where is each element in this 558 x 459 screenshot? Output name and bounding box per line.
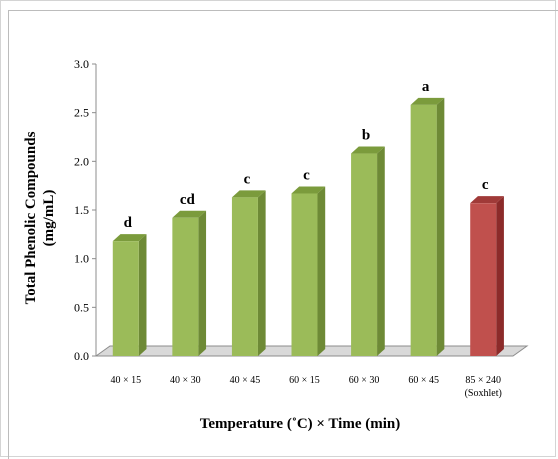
significance-letter: a — [422, 79, 430, 95]
bar-side — [318, 186, 326, 356]
y-tick-label: 2.5 — [74, 106, 89, 120]
bar-side — [496, 196, 504, 356]
y-tick-label: 1.5 — [74, 203, 89, 217]
x-category-label: 60 × 45 — [408, 375, 439, 386]
y-axis-title-line1: Total Phenolic Compounds — [23, 131, 39, 304]
x-category-sublabel: (Soxhlet) — [465, 388, 502, 399]
bar — [411, 98, 445, 356]
bar-side — [437, 98, 445, 356]
x-category-label: 60 × 15 — [289, 375, 320, 386]
x-category-label: 40 × 30 — [170, 375, 201, 386]
y-tick-label: 1.0 — [74, 252, 89, 266]
bar-front — [172, 218, 198, 356]
bar — [232, 190, 266, 356]
bar-front — [292, 193, 318, 356]
x-category-label: 60 × 30 — [349, 375, 380, 386]
bar-side — [258, 190, 266, 356]
y-tick-label: 2.0 — [74, 154, 89, 168]
bar-front — [113, 241, 139, 356]
y-tick-label: 0.5 — [74, 300, 89, 314]
bar-front — [351, 154, 377, 356]
bar-side — [198, 211, 206, 356]
significance-letter: b — [362, 128, 370, 144]
significance-letter: c — [482, 177, 489, 193]
significance-letter: c — [303, 167, 310, 183]
y-tick-label: 0.0 — [74, 349, 89, 363]
y-axis-title-line2: (mg/mL) — [41, 190, 57, 247]
bar-front — [470, 203, 496, 356]
bar-front — [411, 105, 437, 356]
y-tick-label: 3.0 — [74, 57, 89, 71]
significance-letter: c — [244, 171, 251, 187]
bar-side — [139, 234, 147, 356]
bar — [470, 196, 504, 356]
x-category-label: 40 × 15 — [110, 375, 141, 386]
bar-front — [232, 197, 258, 356]
x-category-label: 85 × 240 — [465, 375, 501, 386]
significance-letter: d — [124, 215, 133, 231]
bar-side — [377, 147, 385, 356]
bar — [113, 234, 147, 356]
x-category-label: 40 × 45 — [230, 375, 261, 386]
significance-letter: cd — [180, 192, 196, 208]
bar — [351, 147, 385, 356]
bar — [172, 211, 206, 356]
x-axis-title: Temperature (˚C) × Time (min) — [200, 416, 400, 432]
bar — [292, 186, 326, 356]
